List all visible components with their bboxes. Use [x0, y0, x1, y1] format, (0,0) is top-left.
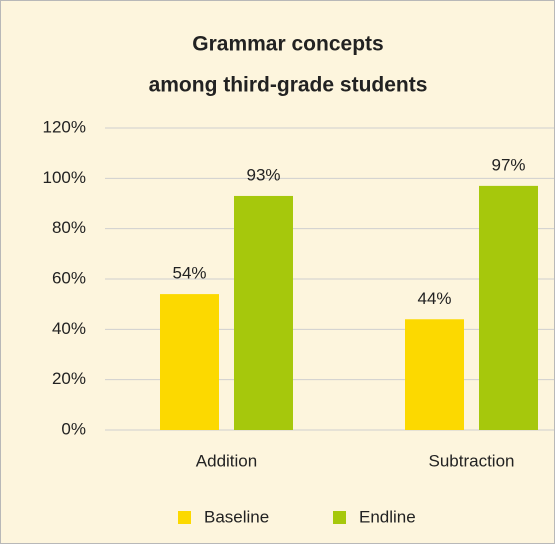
y-tick-label: 120%	[43, 117, 86, 136]
data-label: 54%	[172, 264, 206, 283]
data-label: 44%	[417, 289, 451, 308]
x-tick-label: Addition	[196, 451, 257, 470]
chart-title: among third-grade students	[149, 74, 428, 97]
data-label: 93%	[246, 165, 280, 184]
legend-label: Endline	[359, 507, 416, 526]
y-tick-label: 0%	[61, 419, 86, 438]
legend-swatch	[333, 511, 346, 524]
y-tick-label: 100%	[43, 168, 86, 187]
y-tick-label: 60%	[52, 268, 86, 287]
y-tick-label: 80%	[52, 218, 86, 237]
data-label: 97%	[491, 155, 525, 174]
bar	[479, 185, 538, 430]
y-tick-label: 20%	[52, 369, 86, 388]
bar	[160, 294, 219, 430]
x-tick-label: Subtraction	[429, 451, 515, 470]
bar	[405, 319, 464, 430]
y-tick-label: 40%	[52, 319, 86, 338]
chart-title: Grammar concepts	[192, 33, 383, 56]
legend-label: Baseline	[204, 507, 269, 526]
bar	[234, 195, 293, 430]
legend-swatch	[178, 511, 191, 524]
